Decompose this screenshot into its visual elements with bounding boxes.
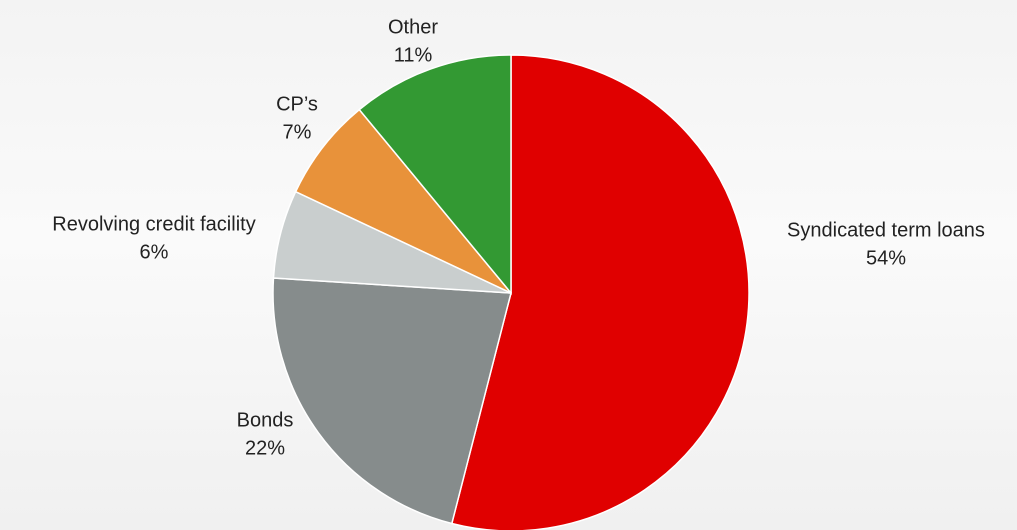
slice-value-label: 11% bbox=[394, 44, 433, 66]
slice-label: CP’s bbox=[276, 93, 318, 115]
pie-slice bbox=[450, 54, 750, 530]
slice-value-label: 54% bbox=[866, 247, 906, 269]
pie-slice bbox=[294, 108, 512, 294]
slice-label: Other bbox=[388, 16, 438, 38]
slice-label: Revolving credit facility bbox=[52, 213, 255, 235]
pie-slice bbox=[272, 277, 512, 525]
slice-label: Bonds bbox=[237, 409, 294, 431]
pie-slice bbox=[358, 54, 512, 296]
slice-value-label: 6% bbox=[140, 241, 169, 263]
slice-value-label: 22% bbox=[245, 437, 285, 459]
slice-value-label: 7% bbox=[283, 121, 312, 143]
slice-label: Syndicated term loans bbox=[787, 219, 985, 241]
